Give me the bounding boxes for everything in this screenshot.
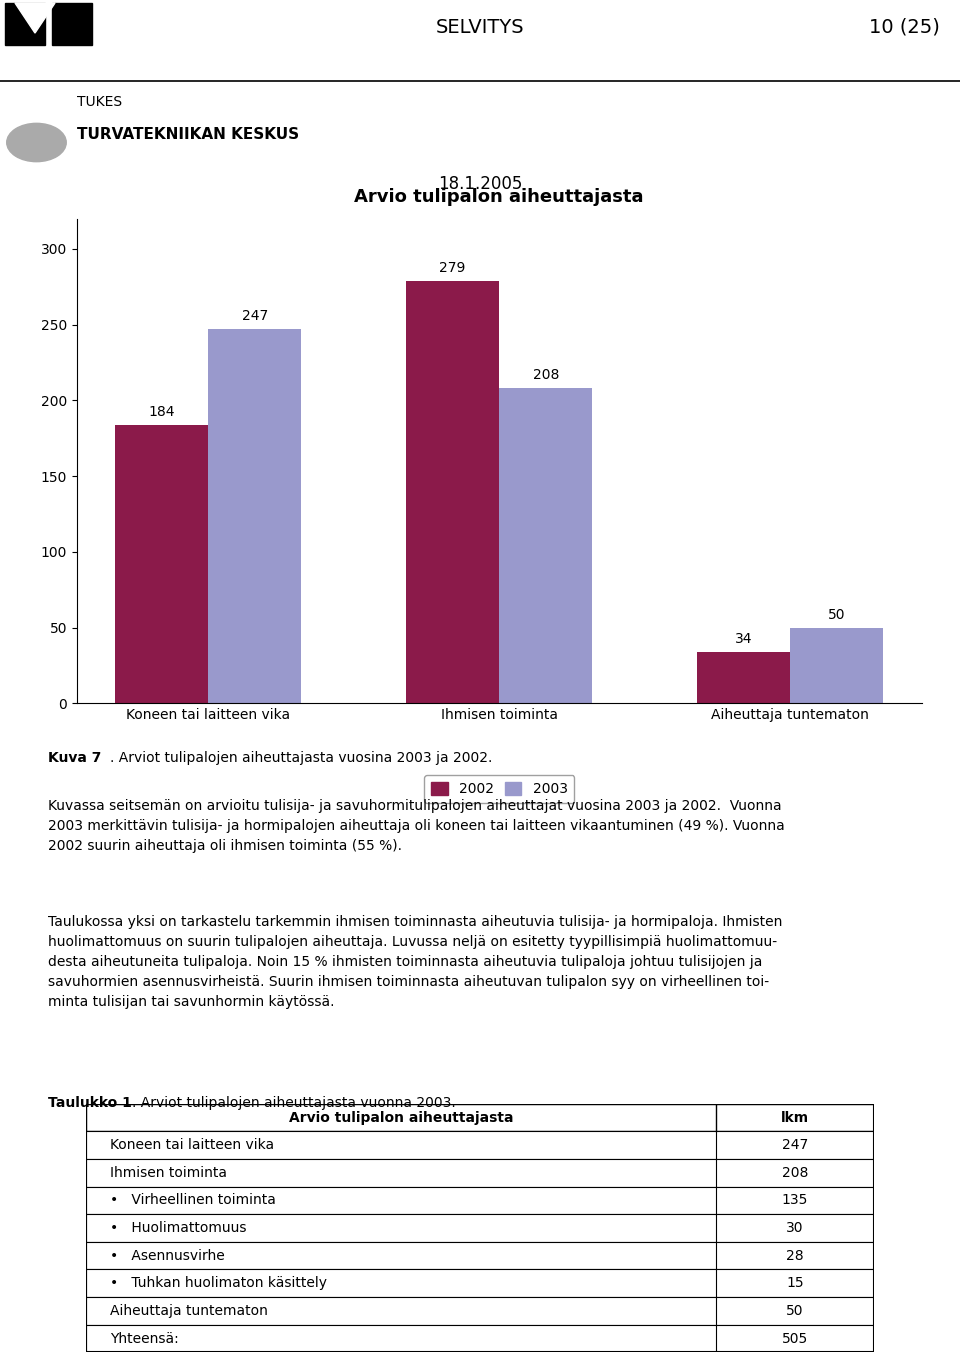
FancyBboxPatch shape [86, 1242, 874, 1269]
Text: Ihmisen toiminta: Ihmisen toiminta [110, 1165, 227, 1180]
Text: 50: 50 [828, 608, 846, 622]
Text: 18.1.2005: 18.1.2005 [438, 175, 522, 194]
FancyBboxPatch shape [86, 1187, 874, 1214]
Text: Aiheuttaja tuntematon: Aiheuttaja tuntematon [110, 1305, 268, 1318]
Text: 30: 30 [786, 1221, 804, 1235]
Text: Yhteensä:: Yhteensä: [110, 1332, 179, 1346]
Text: . Arviot tulipalojen aiheuttajasta vuosina 2003 ja 2002.: . Arviot tulipalojen aiheuttajasta vuosi… [110, 751, 492, 765]
Bar [115, 425, 208, 703]
FancyBboxPatch shape [86, 1158, 874, 1187]
FancyBboxPatch shape [86, 1298, 874, 1325]
Text: lkm: lkm [780, 1111, 809, 1124]
Text: 50: 50 [786, 1305, 804, 1318]
Text: TUKES: TUKES [77, 96, 122, 109]
Bar [499, 388, 592, 703]
Bar [208, 329, 301, 703]
Text: TURVATEKNIIKAN KESKUS: TURVATEKNIIKAN KESKUS [77, 127, 299, 142]
Title: Arvio tulipalon aiheuttajasta: Arvio tulipalon aiheuttajasta [354, 189, 644, 206]
Text: •   Asennusvirhe: • Asennusvirhe [110, 1249, 225, 1262]
Text: 10 (25): 10 (25) [869, 18, 940, 37]
Bar [406, 280, 499, 703]
Text: Taulukossa yksi on tarkastelu tarkemmin ihmisen toiminnasta aiheutuvia tulisija-: Taulukossa yksi on tarkastelu tarkemmin … [48, 915, 782, 1009]
Text: Taulukko 1: Taulukko 1 [48, 1096, 132, 1109]
Text: 34: 34 [734, 632, 753, 646]
FancyBboxPatch shape [86, 1131, 874, 1158]
Text: 279: 279 [440, 261, 466, 275]
Legend: 2002, 2003: 2002, 2003 [424, 776, 574, 803]
Text: Kuva 7: Kuva 7 [48, 751, 102, 765]
Text: 184: 184 [149, 404, 175, 418]
Bar [697, 652, 790, 703]
FancyBboxPatch shape [86, 1269, 874, 1298]
Text: 15: 15 [786, 1276, 804, 1291]
Text: 28: 28 [786, 1249, 804, 1262]
Text: 247: 247 [781, 1138, 808, 1152]
Text: 208: 208 [781, 1165, 808, 1180]
Bar [52, 3, 92, 45]
Text: 135: 135 [781, 1194, 808, 1208]
Ellipse shape [7, 123, 66, 161]
Text: 247: 247 [242, 309, 268, 324]
Text: Kuvassa seitsemän on arvioitu tulisija- ja savuhormitulipalojen aiheuttajat vuos: Kuvassa seitsemän on arvioitu tulisija- … [48, 799, 784, 854]
Text: 208: 208 [533, 369, 559, 382]
Polygon shape [15, 3, 55, 33]
Text: SELVITYS: SELVITYS [436, 18, 524, 37]
Text: •   Tuhkan huolimaton käsittely: • Tuhkan huolimaton käsittely [110, 1276, 327, 1291]
Text: •   Huolimattomuus: • Huolimattomuus [110, 1221, 247, 1235]
FancyBboxPatch shape [86, 1104, 874, 1131]
Bar [790, 628, 883, 703]
Text: •   Virheellinen toiminta: • Virheellinen toiminta [110, 1194, 276, 1208]
Text: 505: 505 [781, 1332, 808, 1346]
FancyBboxPatch shape [86, 1325, 874, 1352]
FancyBboxPatch shape [86, 1214, 874, 1242]
Bar [5, 3, 45, 45]
Text: Arvio tulipalon aiheuttajasta: Arvio tulipalon aiheuttajasta [289, 1111, 514, 1124]
Text: . Arviot tulipalojen aiheuttajasta vuonna 2003.: . Arviot tulipalojen aiheuttajasta vuonn… [132, 1096, 456, 1109]
Text: Koneen tai laitteen vika: Koneen tai laitteen vika [110, 1138, 275, 1152]
